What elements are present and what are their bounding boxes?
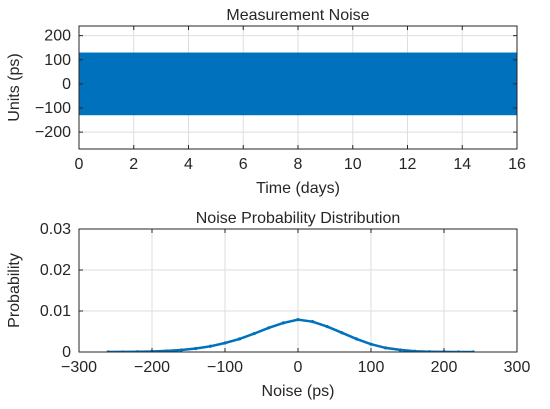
data-layer bbox=[79, 52, 517, 116]
x-tick-label: −100 bbox=[207, 359, 243, 376]
data-point bbox=[223, 341, 227, 345]
data-point bbox=[296, 318, 300, 322]
data-point bbox=[311, 320, 315, 324]
data-point bbox=[165, 349, 169, 352]
x-axis-label: Noise (ps) bbox=[262, 383, 335, 400]
data-point bbox=[325, 324, 329, 329]
data-point bbox=[384, 346, 388, 350]
series-line bbox=[108, 318, 474, 352]
x-tick-label: 0 bbox=[294, 359, 303, 376]
data-point bbox=[281, 321, 285, 325]
x-tick-label: −300 bbox=[61, 359, 97, 376]
data-point bbox=[179, 348, 183, 352]
y-tick-label: 0.01 bbox=[40, 303, 71, 320]
x-tick-label: 300 bbox=[504, 359, 531, 376]
measurement-noise-chart: Measurement Noise Time (days) Units (ps)… bbox=[6, 7, 526, 197]
data-layer bbox=[106, 318, 475, 352]
data-point bbox=[398, 348, 402, 352]
y-tick-label: −100 bbox=[35, 100, 71, 117]
x-tick-label: 2 bbox=[129, 156, 138, 173]
y-tick-label: 200 bbox=[44, 28, 71, 45]
data-point bbox=[369, 342, 373, 346]
data-point bbox=[340, 331, 344, 335]
x-tick-label: 8 bbox=[294, 156, 303, 173]
data-point bbox=[252, 331, 256, 336]
y-tick-label: −200 bbox=[35, 124, 71, 141]
y-axis-label: Units (ps) bbox=[6, 53, 23, 121]
chart-title: Noise Probability Distribution bbox=[196, 210, 401, 227]
x-tick-label: 10 bbox=[344, 156, 362, 173]
x-tick-label: 200 bbox=[431, 359, 458, 376]
data-point bbox=[194, 346, 198, 351]
y-tick-label: 0 bbox=[62, 76, 71, 93]
x-tick-label: 16 bbox=[508, 156, 526, 173]
data-point bbox=[413, 349, 417, 352]
noise-probability-chart: Noise Probability Distribution Noise (ps… bbox=[6, 210, 530, 400]
x-tick-label: −200 bbox=[134, 359, 170, 376]
x-tick-label: 100 bbox=[358, 359, 385, 376]
x-axis-label: Time (days) bbox=[256, 180, 340, 197]
y-tick-label: 0 bbox=[62, 344, 71, 361]
chart-title: Measurement Noise bbox=[226, 7, 369, 24]
y-tick-label: 100 bbox=[44, 52, 71, 69]
x-tick-label: 12 bbox=[399, 156, 417, 173]
data-point bbox=[208, 344, 212, 348]
grid bbox=[79, 229, 517, 352]
x-tick-label: 6 bbox=[239, 156, 248, 173]
data-point bbox=[238, 337, 242, 341]
data-point bbox=[354, 337, 358, 341]
x-tick-label: 14 bbox=[453, 156, 471, 173]
y-tick-label: 0.02 bbox=[40, 262, 71, 279]
x-tick-label: 0 bbox=[75, 156, 84, 173]
y-axis-label: Probability bbox=[6, 253, 23, 328]
data-point bbox=[267, 326, 271, 330]
noise-signal bbox=[79, 59, 517, 109]
x-tick-label: 4 bbox=[184, 156, 193, 173]
y-tick-label: 0.03 bbox=[40, 221, 71, 238]
